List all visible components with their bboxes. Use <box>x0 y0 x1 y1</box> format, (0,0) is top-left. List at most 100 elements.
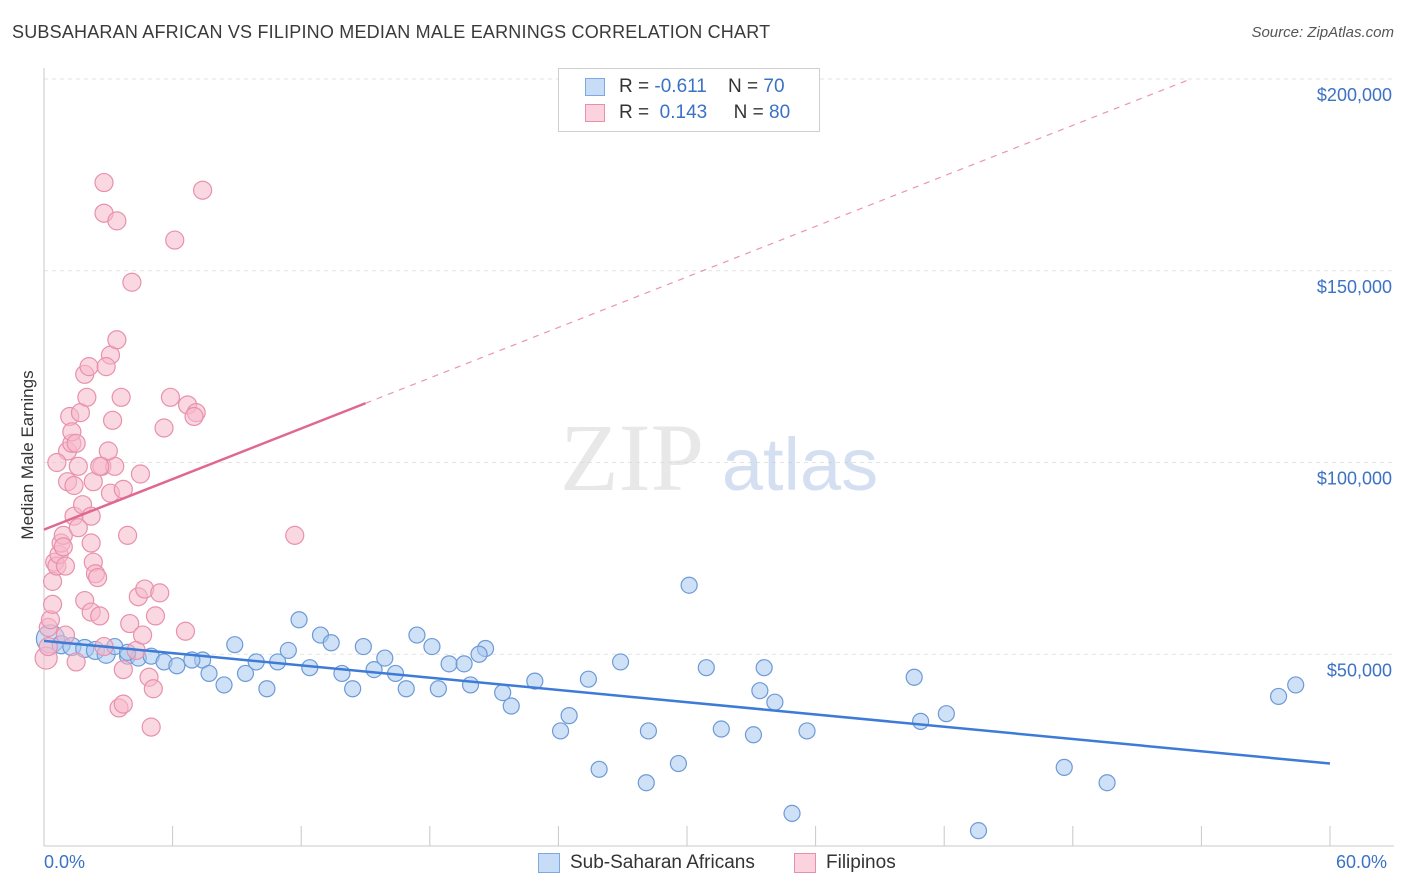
subsaharan-point <box>611 653 630 671</box>
filipino-point <box>87 567 108 588</box>
subsaharan-point <box>798 722 816 740</box>
legend-n-value: 80 <box>769 102 791 123</box>
subsaharan-point <box>279 641 297 660</box>
legend-n-value: 70 <box>763 76 785 97</box>
subsaharan-point <box>751 682 769 700</box>
filipino-point <box>68 518 88 538</box>
source-label: Source: ZipAtlas.com <box>1251 24 1394 41</box>
subsaharan-point <box>461 676 480 694</box>
subsaharan-point <box>344 680 362 698</box>
subsaharan-point <box>755 659 773 677</box>
filipino-point <box>107 330 127 350</box>
series-legend-label: Filipinos <box>826 852 896 873</box>
subsaharan-point <box>168 657 186 675</box>
filipino-point <box>64 475 84 496</box>
subsaharan-point <box>226 636 244 654</box>
filipino-point <box>90 456 110 476</box>
subsaharan-point <box>258 680 276 698</box>
filipino-point <box>90 606 110 626</box>
subsaharan-point <box>502 697 520 715</box>
filipino-point <box>141 717 161 737</box>
subsaharan-point <box>744 726 763 744</box>
legend-text-blue: R = -0.611 N = 70 <box>619 76 785 98</box>
watermark-zip: ZIP <box>560 404 704 511</box>
legend-n-label: N = <box>733 102 764 123</box>
subsaharan-point <box>680 576 698 594</box>
filipino-point <box>53 537 73 557</box>
series-swatch-pink <box>794 853 816 873</box>
subsaharan-point <box>429 680 447 698</box>
legend-r-label: R = <box>619 76 650 97</box>
subsaharan-point <box>215 676 233 694</box>
subsaharan-point <box>560 707 578 725</box>
subsaharan-point <box>1287 676 1305 694</box>
legend-swatch-pink <box>585 104 605 122</box>
y-tick-label: $100,000 <box>1317 469 1392 489</box>
x-tick-label-min: 0.0% <box>44 852 86 872</box>
subsaharan-point <box>1269 687 1288 706</box>
filipino-point <box>66 433 86 453</box>
filipino-point <box>68 456 88 476</box>
filipino-point <box>154 418 174 438</box>
filipino-point <box>42 594 63 614</box>
subsaharan-point <box>905 668 923 686</box>
subsaharan-point <box>354 637 372 656</box>
subsaharan-point <box>937 705 955 723</box>
legend-text-pink: R = 0.143 N = 80 <box>619 102 790 124</box>
filipino-point <box>79 357 99 377</box>
filipino-point <box>113 694 133 714</box>
filipino-point <box>117 525 138 545</box>
subsaharan-point <box>1055 758 1073 776</box>
x-tick-label-max: 60.0% <box>1336 852 1388 872</box>
subsaharan-point <box>1098 774 1116 792</box>
filipino-point <box>193 180 213 200</box>
filipino-point <box>150 583 170 603</box>
subsaharan-point <box>551 722 570 740</box>
filipino-point <box>102 410 123 430</box>
chart-title: SUBSAHARAN AFRICAN VS FILIPINO MEDIAN MA… <box>12 22 771 42</box>
filipino-point <box>111 387 131 407</box>
legend-r-value: -0.611 <box>654 76 707 97</box>
subsaharan-point <box>712 720 730 738</box>
filipino-point <box>160 387 181 407</box>
subsaharan-point <box>526 672 544 690</box>
subsaharan-point <box>322 634 340 652</box>
series-legend-label: Sub-Saharan Africans <box>570 852 755 873</box>
subsaharan-point <box>697 659 715 677</box>
filipino-point <box>113 659 133 680</box>
subsaharan-point <box>200 664 218 683</box>
legend-r-label: R = <box>619 102 650 123</box>
filipino-point <box>55 556 76 576</box>
subsaharan-point <box>408 626 426 644</box>
filipino-point <box>165 230 185 250</box>
filipino-point <box>132 625 153 645</box>
filipino-point <box>285 525 305 545</box>
legend-n-label: N = <box>727 76 759 97</box>
filipino-point <box>47 452 67 473</box>
subsaharan-point <box>669 754 688 773</box>
filipino-point <box>94 172 114 193</box>
filipino-point <box>81 533 101 553</box>
watermark-atlas: atlas <box>722 423 878 506</box>
series-legend: Sub-Saharan Africans Filipinos <box>0 852 1406 878</box>
subsaharan-point <box>637 774 655 792</box>
filipino-point <box>66 652 86 672</box>
subsaharan-point <box>455 655 473 673</box>
y-tick-label: $150,000 <box>1317 277 1392 297</box>
subsaharan-point <box>423 637 441 656</box>
subsaharan-point <box>290 611 308 629</box>
filipino-point <box>145 606 166 626</box>
y-tick-label: $200,000 <box>1317 85 1392 105</box>
filipino-point <box>120 613 140 634</box>
subsaharan-point <box>440 655 458 673</box>
subsaharan-point <box>397 680 415 698</box>
filipino-point <box>98 441 118 461</box>
subsaharan-point <box>969 822 988 840</box>
filipino-point <box>122 272 142 292</box>
subsaharan-point <box>766 693 784 711</box>
y-tick-label: $50,000 <box>1327 660 1392 680</box>
subsaharan-point <box>376 649 394 667</box>
subsaharan-point <box>579 670 598 688</box>
subsaharan-point <box>236 664 255 683</box>
